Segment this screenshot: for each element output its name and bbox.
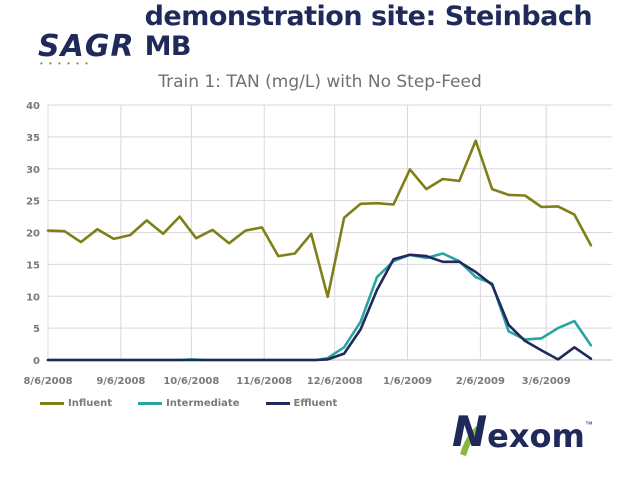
legend-label-effluent: Effluent: [293, 398, 338, 409]
x-tick-label: 12/6/2008: [307, 376, 363, 387]
y-tick-label: 20: [26, 229, 40, 240]
nexom-logo-n: N: [452, 407, 488, 456]
y-tick-label: 15: [26, 260, 40, 271]
sagr-logo-dots: • • • • • •: [40, 59, 90, 68]
x-tick-label: 10/6/2008: [163, 376, 219, 387]
y-tick-label: 35: [26, 133, 40, 144]
x-tick-label: 3/6/2009: [522, 376, 571, 387]
series-line-effluent: [46, 253, 593, 362]
legend-label-influent: Influent: [68, 398, 113, 409]
x-tick-label: 11/6/2008: [236, 376, 292, 387]
y-tick-label: 25: [26, 197, 40, 208]
tan-line-chart: 0 5 10 15 20 25 30 35 40 8/6/2008 9/6/2008 10/6/200…: [23, 101, 612, 387]
nexom-trademark: ™: [584, 420, 593, 429]
x-tick-label: 8/6/2008: [23, 376, 72, 387]
legend-label-intermediate: Intermediate: [166, 398, 240, 409]
legend-swatch-intermediate: [138, 402, 163, 405]
chart-legend: Influent Intermediate Effluent: [40, 398, 337, 409]
legend-swatch-influent: [40, 402, 64, 405]
nexom-logo: N exom ™: [452, 410, 593, 458]
y-tick-label: 30: [26, 165, 40, 176]
legend-item-intermediate: Intermediate: [138, 398, 240, 409]
y-tick-label: 0: [33, 356, 40, 367]
sagr-logo-text: SAGR: [38, 29, 135, 64]
x-tick-label: 2/6/2009: [456, 376, 505, 387]
legend-item-influent: Influent: [40, 398, 112, 409]
legend-swatch-effluent: [265, 402, 290, 405]
y-tick-label: 40: [26, 101, 40, 112]
y-tick-label: 10: [26, 292, 40, 303]
x-tick-label: 9/6/2008: [96, 376, 145, 387]
page-title: demonstration site: Steinbach MB: [144, 1, 593, 62]
x-tick-label: 1/6/2009: [383, 376, 432, 387]
legend-item-effluent: Effluent: [265, 398, 338, 409]
nexom-swoosh-icon: [460, 422, 484, 456]
chart-title: Train 1: TAN (mg/L) with No Step-Feed: [158, 72, 482, 92]
y-tick-label: 5: [33, 324, 40, 335]
nexom-logo-rest: exom: [487, 417, 585, 455]
sagr-logo: SAGR • • • • • •: [38, 29, 135, 68]
series-line-influent: [46, 139, 593, 299]
header: SAGR • • • • • • demonstration site: Ste…: [38, 2, 640, 68]
